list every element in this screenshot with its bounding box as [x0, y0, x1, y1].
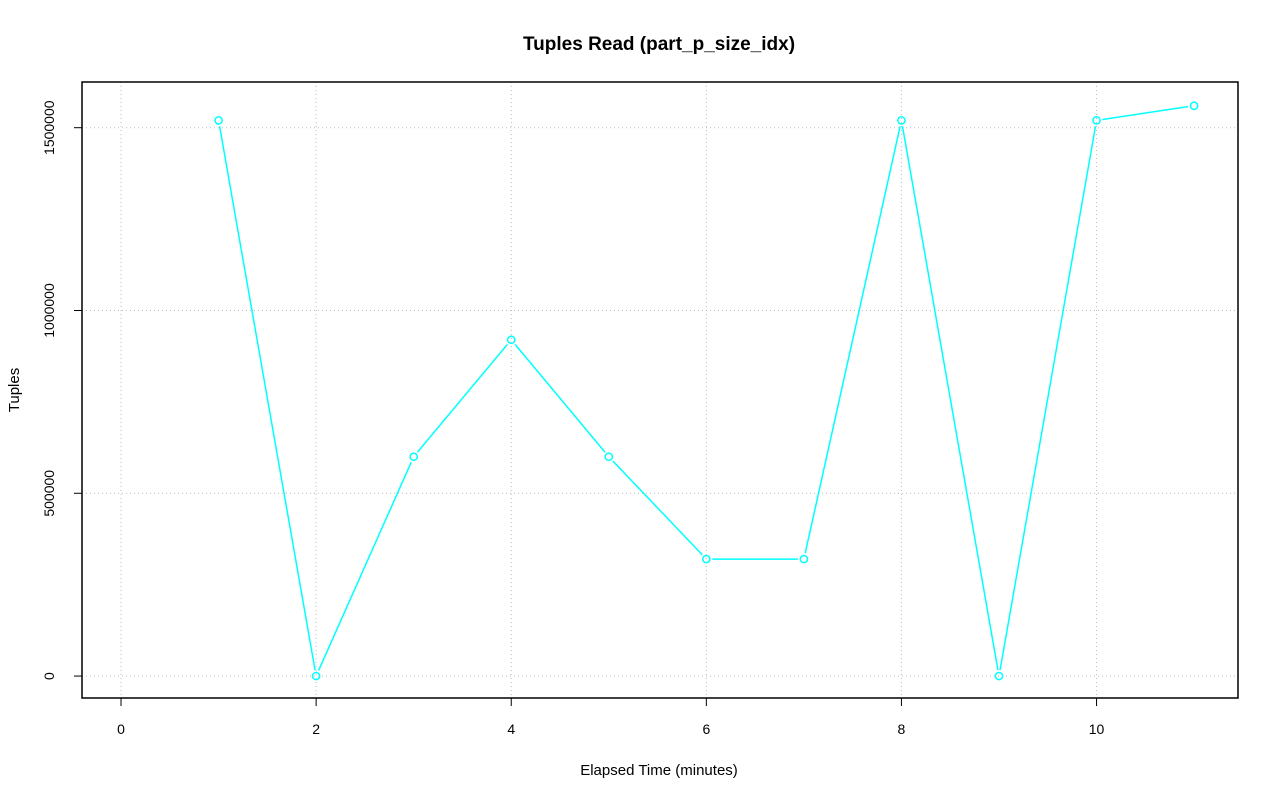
y-tick-label: 0 [41, 672, 57, 680]
data-point [799, 554, 809, 564]
x-tick-label: 8 [898, 721, 906, 737]
series-segment [317, 461, 412, 671]
data-point [994, 671, 1004, 681]
data-point [506, 335, 516, 345]
x-axis: 0 2 4 6 8 10 [117, 697, 1105, 737]
data-point [214, 116, 223, 125]
y-axis-label: Tuples [6, 368, 23, 412]
y-tick-label: 1500000 [41, 100, 57, 155]
series-segment [416, 343, 508, 453]
data-point [1092, 116, 1101, 125]
plot-frame [81, 81, 1239, 699]
data-point [604, 452, 614, 462]
data-point [409, 452, 419, 462]
series-segment [804, 126, 901, 554]
series-segment [901, 126, 999, 671]
y-tick-label: 500000 [41, 470, 57, 517]
series [214, 101, 1199, 681]
x-tick-label: 0 [117, 721, 125, 737]
y-axis: 0 500000 1000000 1500000 [41, 100, 83, 680]
x-tick-label: 10 [1089, 721, 1105, 737]
series-segment [612, 460, 703, 556]
series-segment [1102, 105, 1189, 121]
grid [82, 82, 1238, 698]
x-tick-label: 2 [312, 721, 320, 737]
x-axis-label: Elapsed Time (minutes) [580, 762, 738, 779]
series-segment [218, 126, 316, 671]
series-segment [999, 126, 1097, 671]
data-point [1189, 101, 1199, 111]
data-point [701, 554, 711, 564]
data-point [311, 671, 321, 681]
x-tick-label: 6 [702, 721, 710, 737]
x-tick-label: 4 [507, 721, 515, 737]
data-point [897, 116, 906, 125]
chart-title: Tuples Read (part_p_size_idx) [523, 34, 795, 55]
series-segment [514, 343, 606, 453]
y-tick-label: 1000000 [41, 283, 57, 338]
